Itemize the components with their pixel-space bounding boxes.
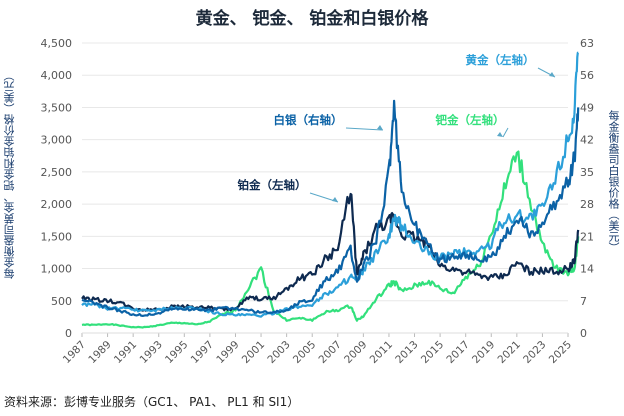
series-line-2 [81,192,580,312]
left-tick-label: 3,000 [41,134,73,147]
x-tick-label: 1987 [61,339,88,366]
left-tick-label: 1,500 [41,230,73,243]
left-tick-label: 4,500 [41,37,73,50]
annotation-label: 铂金（左轴） [238,178,307,192]
right-tick-label: 56 [580,69,594,82]
x-tick-label: 2021 [496,339,523,366]
plot-area: 0 500 1,000 1,500 2,000 2,500 3,000 3,500 4,000 4… [41,37,595,366]
x-tick-label: 2013 [393,339,420,366]
arrow-head-icon [497,132,503,137]
left-tick-label: 1,000 [41,263,73,276]
x-tick-label: 2011 [368,339,395,366]
right-tick-label: 14 [580,263,594,276]
x-tick-label: 2025 [547,339,574,366]
annotation-label: 白银（右轴） [274,113,343,127]
series-line-1 [81,99,580,317]
left-tick-label: 3,500 [41,101,73,114]
series-line-0 [81,51,579,318]
series-line-3 [81,150,580,329]
right-axis-label: 每金衡盎司白银价格（美元） [607,110,620,253]
left-tick-label: 4,000 [41,69,73,82]
x-tick-label: 2019 [470,339,497,366]
x-tick-label: 2017 [444,339,471,366]
right-tick-label: 28 [580,198,594,211]
x-tick-label: 2023 [521,339,548,366]
annotation-label: 黄金（左轴） [466,53,535,67]
x-tick-label: 1995 [163,339,190,366]
x-tick-label: 1999 [214,339,241,366]
x-tick-label: 1993 [137,339,164,366]
x-tick-label: 2015 [419,339,446,366]
x-tick-label: 2001 [240,339,267,366]
left-tick-label: 2,500 [41,166,73,179]
right-tick-label: 63 [580,37,594,50]
arrow-head-icon [332,197,338,202]
x-tick-label: 2003 [265,339,292,366]
x-tick-label: 2007 [317,339,344,366]
right-tick-label: 49 [580,101,594,114]
annotation-arrow [345,127,384,131]
right-tick-label: 0 [580,327,587,340]
annotation-label: 钯金（左轴） [435,113,505,127]
right-tick-label: 42 [580,134,594,147]
arrow-head-icon [549,72,555,77]
x-tick-label: 1989 [86,339,113,366]
left-tick-label: 0 [65,327,72,340]
source-note: 资料来源：彭博专业服务（GC1、 PA1、 PL1 和 SI1） [4,395,300,409]
x-tick-label: 2009 [342,339,369,366]
right-tick-label: 35 [580,166,594,179]
x-tick-label: 1991 [112,339,139,366]
right-tick-label: 7 [580,295,587,308]
left-tick-label: 2,000 [41,198,73,211]
x-tick-label: 2005 [291,339,318,366]
annotation-arrow [502,127,509,138]
x-tick-label: 1997 [189,339,216,366]
arrow-head-icon [377,125,383,130]
right-tick-label: 21 [580,230,594,243]
left-tick-label: 500 [51,295,72,308]
chart-title: 黄金、 钯金、 铂金和白银价格 [195,9,429,29]
